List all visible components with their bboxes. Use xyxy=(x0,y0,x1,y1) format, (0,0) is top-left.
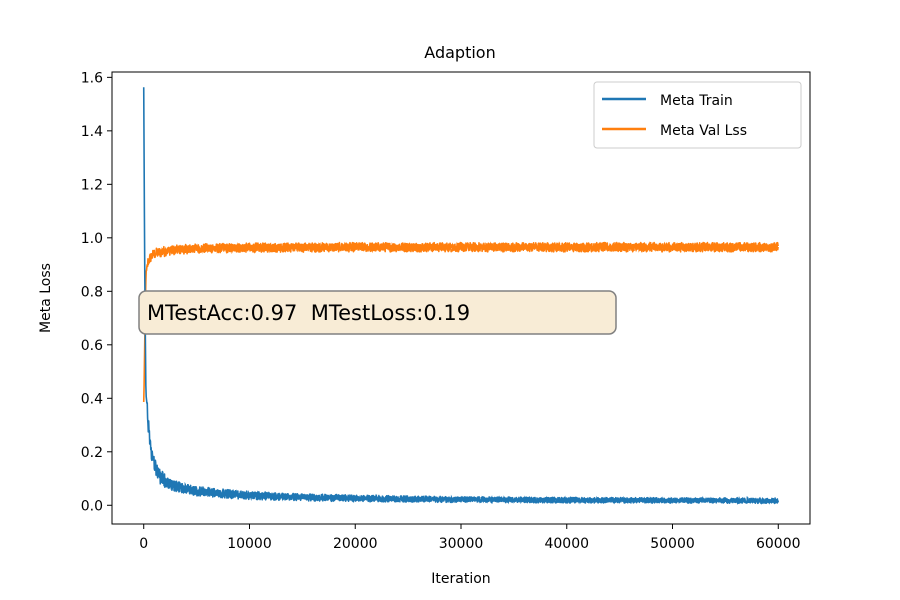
y-tick-label: 0.0 xyxy=(81,498,103,514)
annotation-text: MTestAcc:0.97 MTestLoss:0.19 xyxy=(147,301,470,325)
series-noise-meta-train xyxy=(158,471,779,506)
legend: Meta Train Meta Val Lss xyxy=(593,81,802,149)
x-tick-label: 10000 xyxy=(227,536,272,552)
y-tick-label: 1.6 xyxy=(81,70,103,86)
y-axis: 0.0 0.2 0.4 0.6 0.8 1.0 1.2 1.4 1.6 xyxy=(81,70,112,514)
y-tick-label: 1.0 xyxy=(81,231,103,247)
y-tick-label: 0.2 xyxy=(81,445,103,461)
series-noise-meta-val-lss xyxy=(158,241,779,257)
y-tick-label: 0.8 xyxy=(81,284,103,300)
x-axis-label: Iteration xyxy=(431,571,490,587)
y-tick-label: 1.4 xyxy=(81,124,103,140)
chart-title: Adaption xyxy=(424,43,495,62)
y-axis-label: Meta Loss xyxy=(38,263,54,333)
x-axis: 0 10000 20000 30000 40000 50000 60000 xyxy=(139,524,801,552)
series-line-meta-val-lss xyxy=(142,241,780,403)
annotation-background xyxy=(138,290,617,335)
plot-area: 0 10000 20000 30000 40000 50000 60000 0.00.20.… xyxy=(81,70,811,552)
y-tick-label: 0.6 xyxy=(81,338,103,354)
x-tick-label: 20000 xyxy=(333,536,378,552)
series-layer xyxy=(142,87,780,506)
y-tick-label: 1.2 xyxy=(81,177,103,193)
legend-entry-meta-val-lss: Meta Val Lss xyxy=(660,123,747,139)
x-tick-label: 30000 xyxy=(439,536,484,552)
x-tick-label: 60000 xyxy=(756,536,801,552)
x-tick-label: 50000 xyxy=(650,536,695,552)
x-tick-label: 0 xyxy=(139,536,148,552)
annotation-box: MTestAcc:0.97 MTestLoss:0.19 xyxy=(138,290,617,335)
legend-entry-meta-train: Meta Train xyxy=(660,93,733,109)
y-tick-label: 0.4 xyxy=(81,391,103,407)
x-tick-label: 40000 xyxy=(544,536,589,552)
